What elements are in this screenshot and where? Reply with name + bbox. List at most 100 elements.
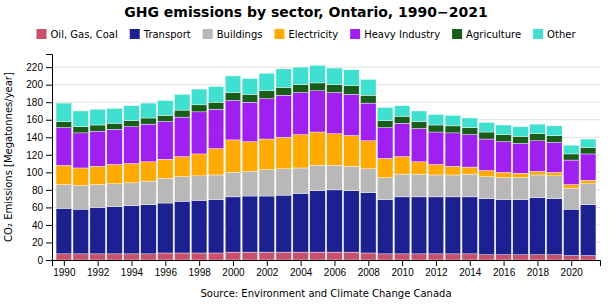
bar xyxy=(327,93,343,134)
bar xyxy=(580,148,596,154)
bar xyxy=(563,256,579,260)
bar xyxy=(445,166,461,175)
tick-label: 140 xyxy=(26,132,43,143)
bar xyxy=(225,93,241,101)
tick: 2010 xyxy=(391,260,414,278)
bar xyxy=(344,252,360,260)
tick-mark xyxy=(46,260,52,261)
tick-mark xyxy=(301,260,302,266)
legend-swatch xyxy=(203,29,213,39)
bar xyxy=(530,134,546,141)
bar xyxy=(56,103,72,121)
bar xyxy=(377,178,393,200)
bar xyxy=(327,165,343,190)
bar xyxy=(361,193,377,253)
bar xyxy=(580,205,596,256)
bar xyxy=(361,79,377,95)
bar xyxy=(394,174,410,197)
tick: 1998 xyxy=(189,260,212,278)
bar xyxy=(107,184,123,207)
legend: Oil, Gas, CoalTransportBuildingsElectric… xyxy=(36,29,576,40)
bar xyxy=(259,170,275,196)
legend-item: Transport xyxy=(130,29,191,40)
bar xyxy=(107,164,123,183)
bar xyxy=(158,121,174,159)
legend-swatch xyxy=(533,29,543,39)
bar xyxy=(293,85,309,93)
bar xyxy=(225,140,241,172)
bar xyxy=(411,121,427,128)
bar xyxy=(394,106,410,117)
bar xyxy=(547,176,563,199)
bar xyxy=(90,125,106,131)
bar xyxy=(563,209,579,255)
bar xyxy=(479,122,495,132)
bar xyxy=(225,172,241,197)
bar xyxy=(547,255,563,260)
bar xyxy=(276,137,292,169)
bar xyxy=(56,165,72,184)
bar xyxy=(462,254,478,260)
legend-item: Buildings xyxy=(203,29,263,40)
tick-mark xyxy=(334,260,335,266)
bar xyxy=(530,141,546,172)
bar xyxy=(242,142,258,172)
tick-label: 1994 xyxy=(121,267,144,278)
y-axis: 020406080100120140160180200220 xyxy=(26,55,52,266)
tick-label: 1990 xyxy=(53,267,76,278)
tick-mark xyxy=(402,260,403,266)
tick-mark xyxy=(46,85,52,86)
tick: 2016 xyxy=(493,260,516,278)
bar xyxy=(276,69,292,87)
y-axis-title: CO₂ Emissions [Megatonnes/year] xyxy=(3,72,14,242)
bar xyxy=(158,159,174,178)
axis-line xyxy=(46,55,53,261)
tick: 160 xyxy=(26,114,52,125)
grid-line xyxy=(52,67,600,68)
bar xyxy=(580,256,596,260)
bar xyxy=(377,200,393,254)
bar xyxy=(462,135,478,167)
bar xyxy=(479,132,495,139)
bar xyxy=(445,126,461,133)
chart: GHG emissions by sector, Ontario, 1990−2… xyxy=(0,0,612,304)
tick: 220 xyxy=(26,62,52,73)
bar xyxy=(428,254,444,260)
bar xyxy=(73,254,89,260)
bar xyxy=(310,165,326,190)
bar xyxy=(513,136,529,143)
bar xyxy=(394,254,410,260)
bar xyxy=(496,142,512,173)
tick-label: 120 xyxy=(26,150,43,161)
bar xyxy=(174,177,190,202)
tick-mark xyxy=(46,190,52,191)
tick: 0 xyxy=(37,255,52,266)
bar xyxy=(327,85,343,93)
bar xyxy=(259,252,275,260)
bar xyxy=(479,199,495,255)
bar xyxy=(293,252,309,260)
tick-mark xyxy=(267,260,268,266)
bar xyxy=(580,154,596,180)
bar xyxy=(530,124,546,134)
bar xyxy=(411,254,427,260)
bar xyxy=(90,166,106,184)
bar xyxy=(377,158,393,177)
bar xyxy=(208,86,224,102)
bar xyxy=(158,203,174,253)
tick-label: 0 xyxy=(37,255,43,266)
bar xyxy=(259,73,275,91)
legend-item: Other xyxy=(533,29,576,40)
bar xyxy=(361,141,377,169)
tick-label: 1996 xyxy=(155,267,178,278)
grid-line xyxy=(52,84,600,85)
bar xyxy=(158,115,174,121)
tick-mark xyxy=(64,260,65,266)
bar xyxy=(580,139,596,148)
tick-mark xyxy=(571,260,572,266)
bar xyxy=(496,255,512,260)
legend-label: Electricity xyxy=(288,29,338,40)
bar xyxy=(73,168,89,186)
bar xyxy=(208,175,224,200)
legend-item: Agriculture xyxy=(452,29,521,40)
